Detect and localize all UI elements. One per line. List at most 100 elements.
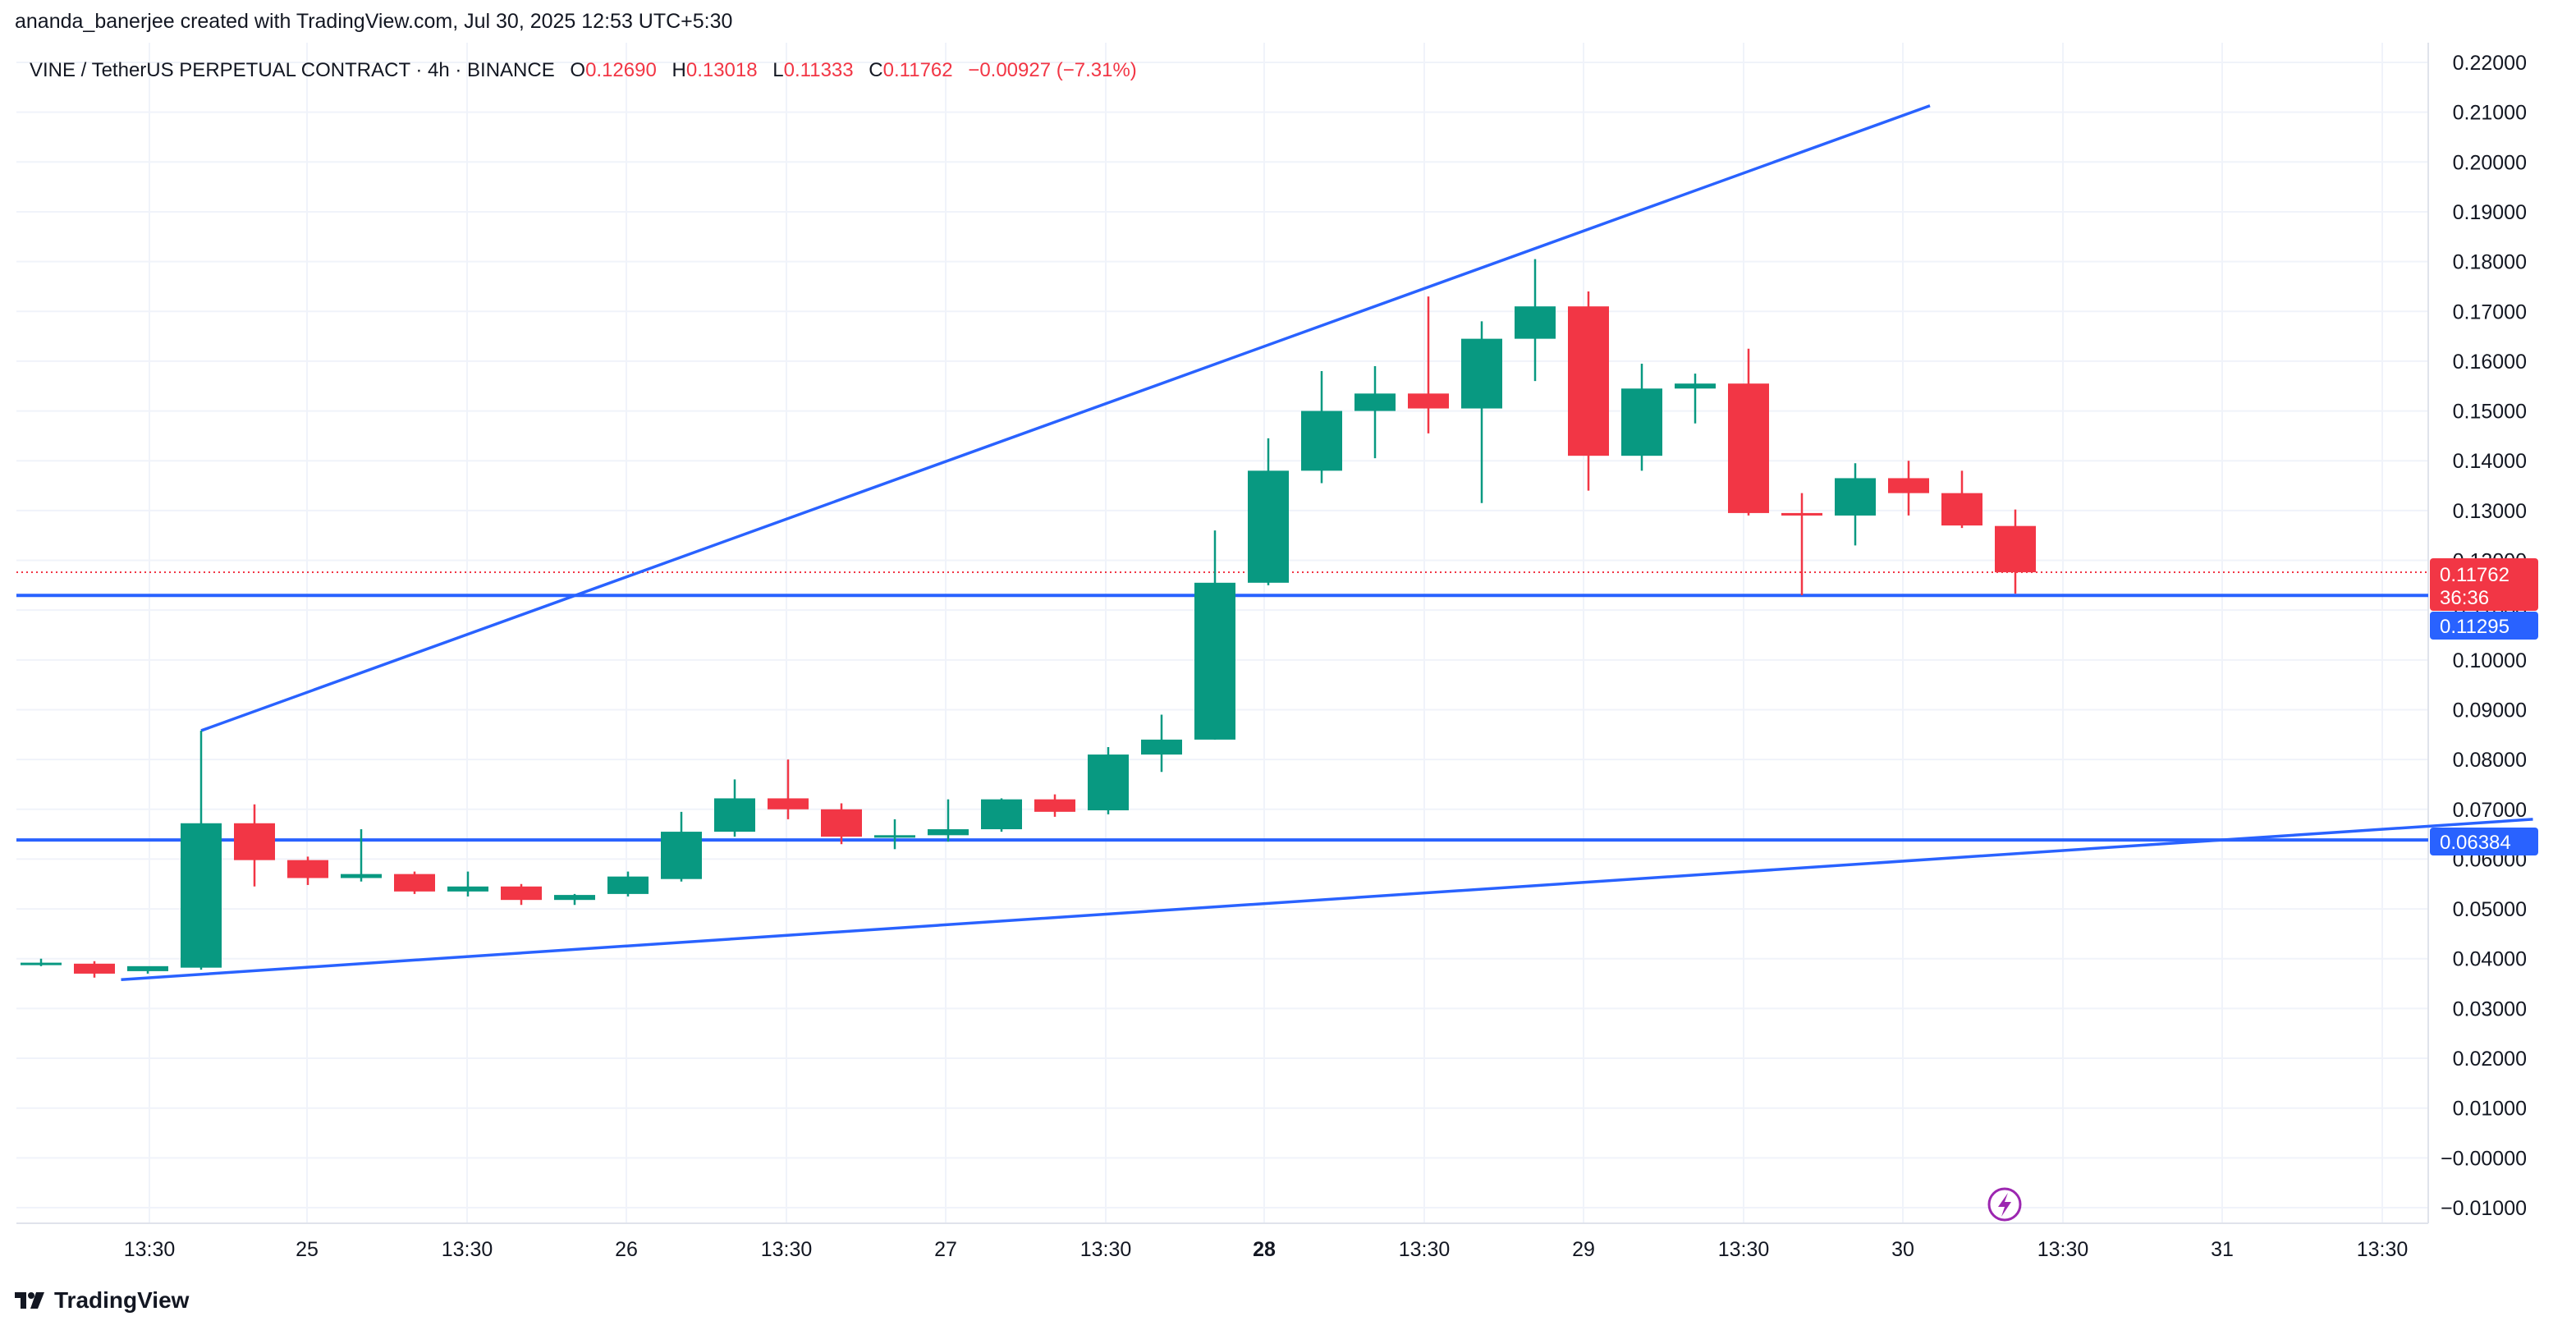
trendline[interactable]: [200, 104, 1931, 732]
candle-body: [714, 798, 755, 832]
candle[interactable]: [661, 811, 702, 882]
candle[interactable]: [714, 779, 755, 837]
candle[interactable]: [1088, 746, 1129, 814]
time-tick-label: 13:30: [442, 1238, 493, 1261]
candle[interactable]: [1301, 371, 1342, 484]
candle-body: [1621, 388, 1662, 456]
support-upper-value: 0.11295: [2440, 616, 2510, 638]
candle[interactable]: [1354, 365, 1396, 459]
legend-change: −0.00927 (−7.31%): [968, 59, 1137, 81]
candle[interactable]: [1515, 259, 1556, 382]
candle[interactable]: [981, 798, 1022, 832]
candle-body: [981, 799, 1022, 830]
candle[interactable]: [394, 871, 435, 894]
candle-body: [1194, 582, 1235, 740]
candle[interactable]: [1888, 461, 1929, 516]
candle[interactable]: [1941, 470, 1982, 529]
candle-body: [127, 965, 168, 971]
candle[interactable]: [1461, 321, 1502, 503]
candle-body: [181, 823, 222, 968]
candle-body: [1568, 306, 1609, 456]
candle[interactable]: [1728, 348, 1769, 516]
candle[interactable]: [554, 893, 595, 906]
candle-body: [234, 823, 275, 860]
candle[interactable]: [234, 804, 275, 887]
price-tick-label: −0.01000: [2441, 1197, 2527, 1220]
last-price-value: 0.11762: [2440, 564, 2510, 586]
price-tick-label: 0.15000: [2453, 401, 2527, 424]
candle[interactable]: [1248, 438, 1289, 585]
support-upper-tag[interactable]: 0.11295: [2430, 612, 2538, 640]
candle[interactable]: [127, 965, 168, 974]
support-lower-tag-bg: [2430, 828, 2538, 855]
candle-body: [1141, 739, 1182, 755]
price-tick-label: 0.02000: [2453, 1048, 2527, 1071]
candle[interactable]: [1995, 509, 2036, 594]
candle-body: [1675, 383, 1716, 389]
price-tick-label: 0.18000: [2453, 251, 2527, 274]
legend-close-label: C: [869, 59, 882, 81]
candles[interactable]: [21, 259, 2036, 978]
candle[interactable]: [874, 819, 915, 850]
trendline[interactable]: [121, 818, 2533, 981]
price-tick-label: 0.19000: [2453, 201, 2527, 224]
candle[interactable]: [21, 958, 62, 966]
candle[interactable]: [1621, 363, 1662, 471]
candle[interactable]: [1194, 530, 1235, 740]
candle-body: [1408, 393, 1449, 409]
time-tick-label: 13:30: [1718, 1238, 1770, 1261]
candle[interactable]: [1141, 714, 1182, 773]
last-price-tag[interactable]: 0.11762 36:36: [2430, 558, 2538, 611]
candle-body: [447, 886, 488, 892]
legend-symbol: VINE / TetherUS PERPETUAL CONTRACT · 4h …: [30, 59, 555, 81]
candle-body: [341, 874, 382, 878]
candle-body: [74, 963, 115, 974]
candle[interactable]: [501, 883, 542, 906]
candle-body: [501, 886, 542, 901]
lightning-icon[interactable]: [1987, 1187, 2022, 1222]
candle-body: [607, 876, 649, 894]
candle[interactable]: [287, 856, 328, 885]
candle[interactable]: [1034, 794, 1075, 817]
candle[interactable]: [341, 829, 382, 882]
candle[interactable]: [181, 730, 222, 970]
legend-open: 0.12690: [585, 59, 657, 81]
time-tick-label: 13:30: [1399, 1238, 1451, 1261]
footer-brand[interactable]: TradingView: [15, 1287, 189, 1314]
candle-body: [821, 809, 862, 837]
time-tick-label: 13:30: [2037, 1238, 2089, 1261]
candle[interactable]: [1835, 463, 1876, 546]
candle-body: [1034, 799, 1075, 812]
legend-open-label: O: [570, 59, 585, 81]
candle[interactable]: [74, 961, 115, 978]
candle-body: [1941, 493, 1982, 526]
candle-body: [1728, 383, 1769, 513]
candle-body: [1995, 525, 2036, 573]
time-axis[interactable]: 13:30 25 13:30 26 13:30 27 13:30 28 13:30 29 13:30…: [124, 1238, 2409, 1261]
candle[interactable]: [768, 759, 809, 819]
candle[interactable]: [821, 803, 862, 845]
time-tick-label: 13:30: [1080, 1238, 1132, 1261]
price-tick-label: −0.00000: [2441, 1147, 2527, 1170]
candle-body: [1888, 478, 1929, 493]
candle[interactable]: [1781, 493, 1822, 595]
candle[interactable]: [928, 799, 969, 842]
candle-body: [768, 798, 809, 809]
price-tick-label: 0.22000: [2453, 52, 2527, 75]
trendlines[interactable]: [121, 104, 2533, 981]
candle[interactable]: [1675, 374, 1716, 424]
legend: VINE / TetherUS PERPETUAL CONTRACT · 4h …: [30, 59, 1137, 81]
candle[interactable]: [447, 871, 488, 897]
candle[interactable]: [1568, 291, 1609, 491]
legend-close: 0.11762: [883, 59, 953, 81]
price-tick-label: 0.08000: [2453, 749, 2527, 772]
price-tick-label: 0.04000: [2453, 948, 2527, 971]
candle[interactable]: [607, 871, 649, 897]
time-tick-label: 30: [1891, 1238, 1914, 1261]
time-tick-label: 26: [615, 1238, 638, 1261]
candle[interactable]: [1408, 296, 1449, 433]
legend-high-label: H: [672, 59, 686, 81]
support-lower-tag[interactable]: 0.06384: [2430, 828, 2538, 855]
tradingview-logo-icon: [15, 1292, 44, 1309]
